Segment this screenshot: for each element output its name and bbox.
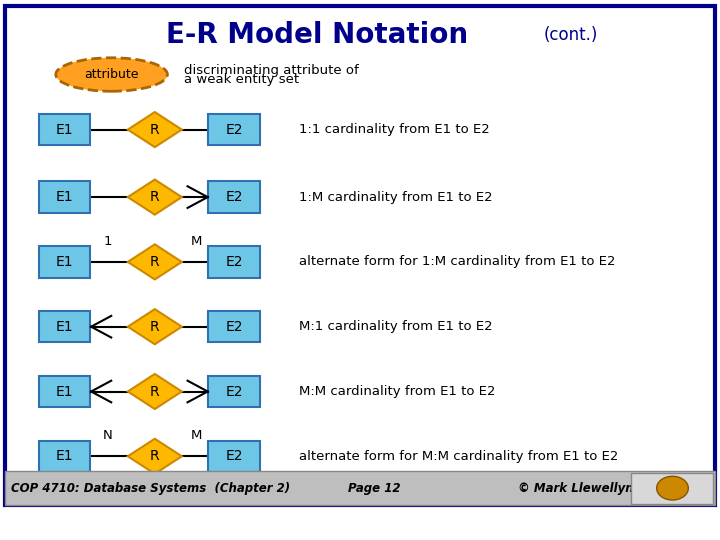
Text: E1: E1 <box>56 320 73 334</box>
FancyBboxPatch shape <box>5 471 715 505</box>
FancyBboxPatch shape <box>631 472 713 504</box>
Text: E1: E1 <box>56 123 73 137</box>
Text: M: M <box>191 429 202 442</box>
Text: 1:M cardinality from E1 to E2: 1:M cardinality from E1 to E2 <box>299 191 492 204</box>
FancyBboxPatch shape <box>39 114 91 145</box>
FancyBboxPatch shape <box>39 311 91 342</box>
Text: R: R <box>150 255 160 269</box>
FancyBboxPatch shape <box>209 376 260 407</box>
Text: © Mark Llewellyn: © Mark Llewellyn <box>518 482 634 495</box>
FancyBboxPatch shape <box>39 441 91 472</box>
Circle shape <box>657 476 688 500</box>
FancyBboxPatch shape <box>209 311 260 342</box>
Text: (cont.): (cont.) <box>544 26 598 44</box>
FancyBboxPatch shape <box>209 181 260 213</box>
Text: E1: E1 <box>56 190 73 204</box>
Text: E2: E2 <box>225 320 243 334</box>
Text: alternate form for 1:M cardinality from E1 to E2: alternate form for 1:M cardinality from … <box>299 255 616 268</box>
Text: M: M <box>191 235 202 248</box>
Text: R: R <box>150 449 160 463</box>
Text: M:1 cardinality from E1 to E2: M:1 cardinality from E1 to E2 <box>299 320 492 333</box>
Text: E1: E1 <box>56 449 73 463</box>
Text: E2: E2 <box>225 384 243 399</box>
Text: E2: E2 <box>225 255 243 269</box>
Polygon shape <box>128 309 181 345</box>
FancyBboxPatch shape <box>5 6 715 505</box>
FancyBboxPatch shape <box>209 441 260 472</box>
Polygon shape <box>128 179 181 214</box>
Text: discriminating attribute of: discriminating attribute of <box>184 64 359 77</box>
Polygon shape <box>128 112 181 147</box>
Polygon shape <box>128 244 181 280</box>
Text: Page 12: Page 12 <box>348 482 400 495</box>
Text: E2: E2 <box>225 190 243 204</box>
Text: 1: 1 <box>104 235 112 248</box>
Polygon shape <box>128 374 181 409</box>
Text: 1:1 cardinality from E1 to E2: 1:1 cardinality from E1 to E2 <box>299 123 490 136</box>
Text: R: R <box>150 384 160 399</box>
FancyBboxPatch shape <box>39 376 91 407</box>
Text: R: R <box>150 190 160 204</box>
Text: E2: E2 <box>225 123 243 137</box>
FancyBboxPatch shape <box>39 181 91 213</box>
Text: M:M cardinality from E1 to E2: M:M cardinality from E1 to E2 <box>299 385 495 398</box>
Polygon shape <box>128 438 181 474</box>
Text: COP 4710: Database Systems  (Chapter 2): COP 4710: Database Systems (Chapter 2) <box>11 482 290 495</box>
FancyBboxPatch shape <box>209 114 260 145</box>
Ellipse shape <box>56 58 167 91</box>
Text: E2: E2 <box>225 449 243 463</box>
Text: E-R Model Notation: E-R Model Notation <box>166 21 468 49</box>
Text: alternate form for M:M cardinality from E1 to E2: alternate form for M:M cardinality from … <box>299 450 618 463</box>
FancyBboxPatch shape <box>209 246 260 278</box>
Text: a weak entity set: a weak entity set <box>184 73 299 86</box>
Text: attribute: attribute <box>84 68 139 81</box>
Text: E1: E1 <box>56 384 73 399</box>
Text: R: R <box>150 123 160 137</box>
FancyBboxPatch shape <box>39 246 91 278</box>
Text: N: N <box>103 429 113 442</box>
Text: R: R <box>150 320 160 334</box>
Text: E1: E1 <box>56 255 73 269</box>
